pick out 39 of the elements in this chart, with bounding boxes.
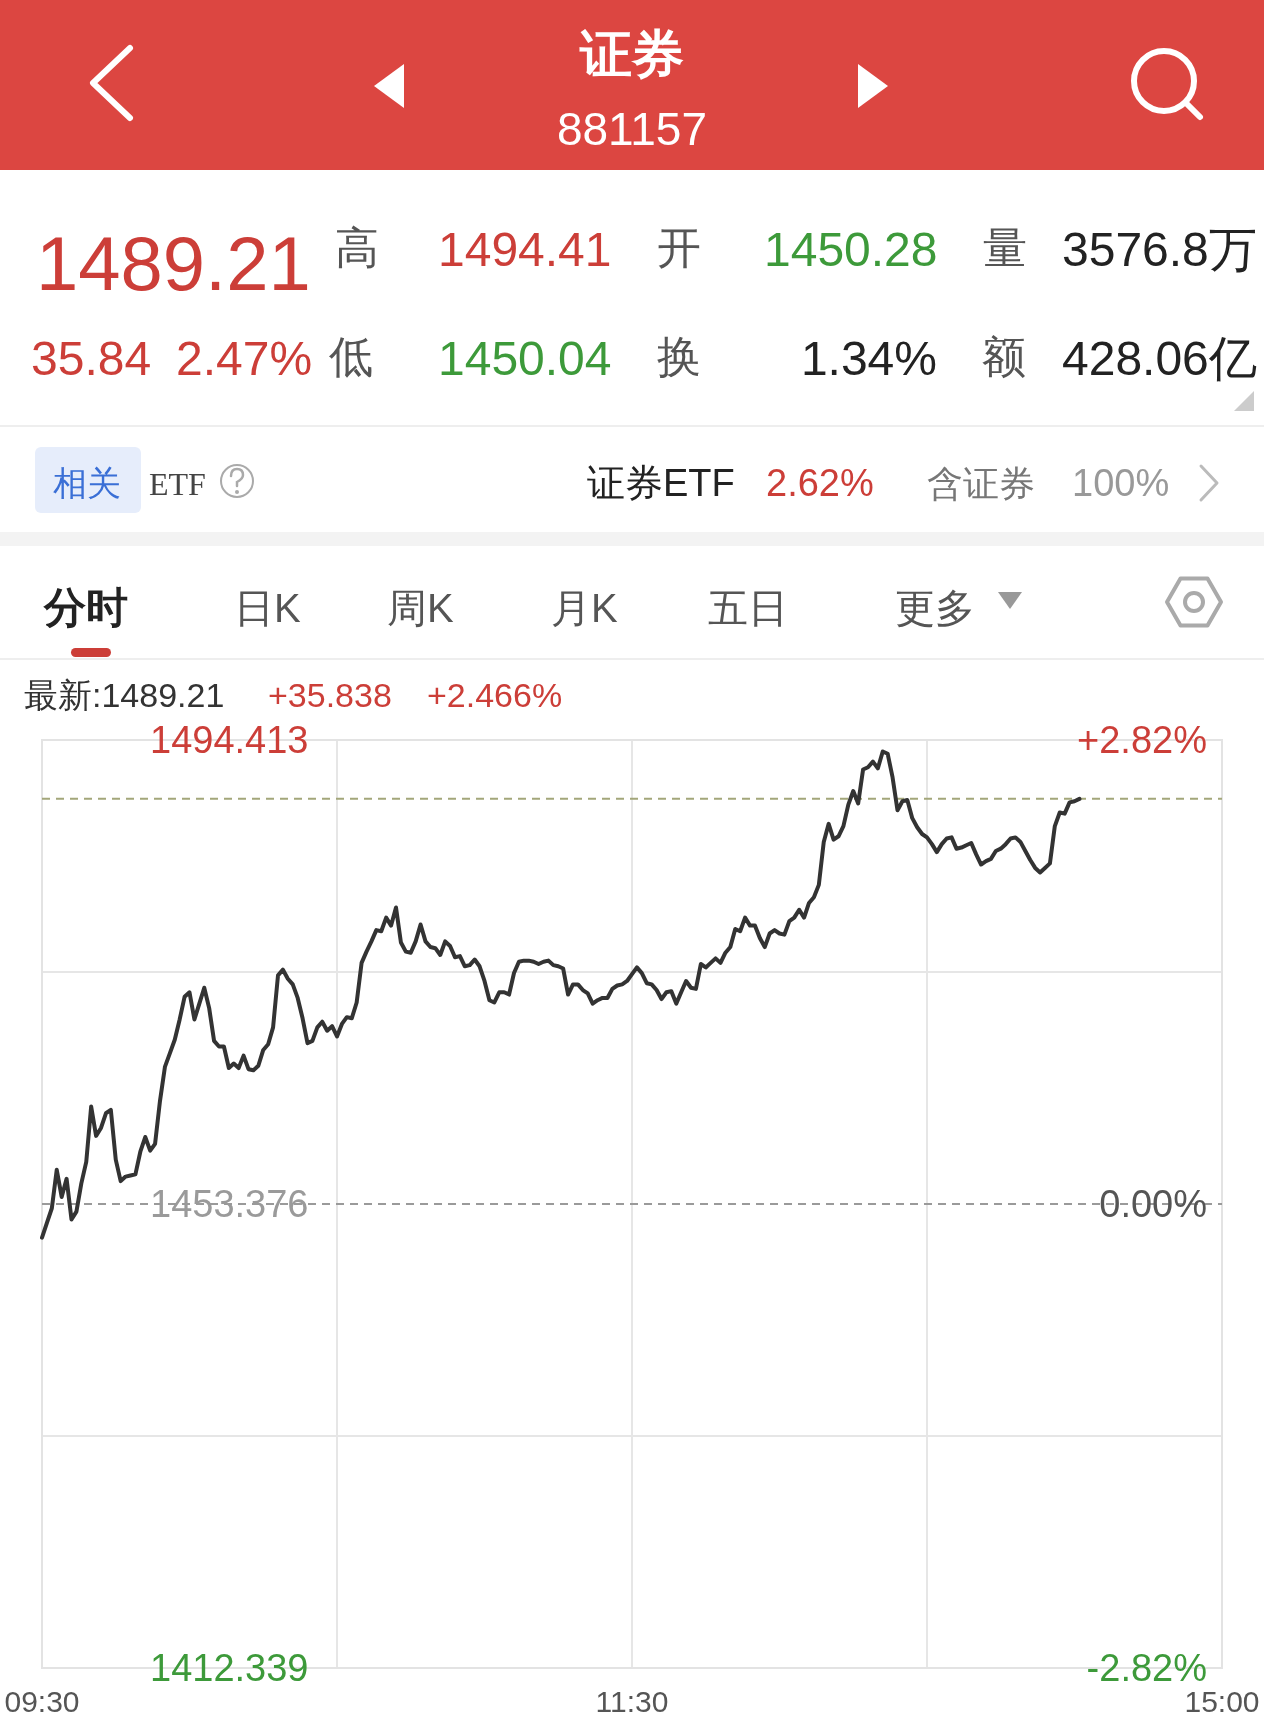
y-tick-label: 1412.339 [150, 1647, 309, 1689]
text: 1489.21 [36, 221, 311, 306]
y-tick-label: 1453.376 [150, 1183, 309, 1225]
x-tick-label: 11:30 [595, 1685, 669, 1718]
text: +2.466% [427, 676, 563, 714]
text: 1450.04 [438, 332, 612, 385]
text: 2.62% [766, 462, 874, 504]
text: 2.47% [176, 332, 313, 385]
text: 高 [335, 223, 379, 272]
text: 3576.8万 [1062, 223, 1257, 276]
text: 1450.28 [764, 223, 938, 276]
text: 换 [657, 332, 701, 381]
text: 最新:1489.21 [24, 676, 225, 714]
y-tick-label: 1494.413 [150, 719, 309, 761]
chart-title: 证券 [579, 25, 684, 83]
text: 开 [657, 223, 701, 272]
text: ETF [149, 466, 206, 502]
text: 额 [982, 332, 1026, 381]
text: 1494.41 [438, 223, 612, 276]
text: 月K [551, 586, 618, 630]
text: 周K [387, 586, 454, 630]
text: 分时 [43, 584, 128, 631]
text: +35.838 [268, 676, 392, 714]
chart-subtitle: 881157 [556, 103, 708, 155]
text: 证券ETF [587, 462, 735, 504]
text: 1.34% [800, 332, 937, 385]
y2-tick-label: 0.00% [1099, 1183, 1207, 1225]
text: 相关 [53, 464, 121, 502]
y2-tick-label: +2.82% [1077, 719, 1207, 761]
text: 100% [1072, 462, 1170, 504]
text: 35.84 [31, 332, 152, 385]
text: 含证券 [927, 463, 1035, 504]
text: 日K [234, 586, 301, 630]
text: 量 [983, 223, 1027, 272]
text: 五日 [708, 586, 788, 630]
x-tick-label: 09:30 [4, 1685, 80, 1718]
text: 低 [329, 332, 373, 381]
text: 更多 [895, 586, 975, 630]
text: 428.06亿 [1062, 332, 1257, 385]
